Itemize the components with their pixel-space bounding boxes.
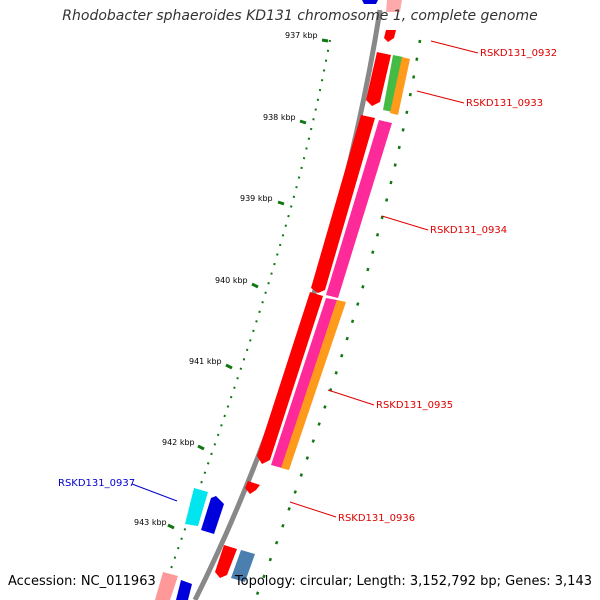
scale-label-941: 941 kbp [189,357,222,366]
leader-0937 [131,483,178,502]
gene-0935-pink[interactable] [271,298,337,468]
leader-0933 [416,90,465,104]
gene-bottom-red[interactable] [215,545,237,578]
tick-940 [251,282,259,289]
gene-top-pink[interactable] [386,0,402,12]
tick-937 [321,38,329,43]
gene-0937-blue[interactable] [201,496,224,534]
leader-0932 [430,40,479,54]
gene-bottom-pink[interactable] [155,572,178,600]
gene-label-0934[interactable]: RSKD131_0934 [430,225,507,236]
tick-938 [299,119,307,125]
gene-top-blue[interactable] [362,0,378,4]
gene-label-0937[interactable]: RSKD131_0937 [58,478,135,489]
inner-ring [253,39,422,600]
gene-label-0935[interactable]: RSKD131_0935 [376,400,453,411]
gene-bottom-steel[interactable] [231,550,255,582]
gene-0934-pink[interactable] [326,120,392,298]
accession-text: Accession: NC_011963 [8,574,156,589]
tick-943 [167,523,175,530]
gene-0935-orange[interactable] [281,300,346,470]
gene-0932[interactable] [384,30,396,42]
scale-ring [159,39,331,600]
gene-bottom-blue[interactable] [176,580,192,600]
scale-label-938: 938 kbp [263,113,296,122]
scale-label-937: 937 kbp [285,31,318,40]
gene-0933-red[interactable] [366,52,391,106]
scale-label-939: 939 kbp [240,194,273,203]
topology-text: Topology: circular; Length: 3,152,792 bp… [234,574,592,589]
tick-941 [225,363,233,370]
gene-0933-orange[interactable] [390,57,410,115]
scale-label-943: 943 kbp [134,518,167,527]
gene-label-0932[interactable]: RSKD131_0932 [480,48,557,59]
gene-0935-red[interactable] [257,292,323,464]
leader-0936 [289,501,337,518]
map-title: Rhodobacter sphaeroides KD131 chromosome… [62,8,538,24]
gene-0934-red[interactable] [311,115,375,293]
tick-942 [197,444,205,451]
leader-0935 [327,389,375,406]
tick-939 [277,200,285,206]
gene-label-0936[interactable]: RSKD131_0936 [338,513,415,524]
scale-label-942: 942 kbp [162,438,195,447]
gene-0933-green[interactable] [383,55,403,112]
gene-0936[interactable] [245,481,260,494]
gene-0937-cyan[interactable] [185,488,208,526]
genome-backbone [192,9,383,600]
gene-label-0933[interactable]: RSKD131_0933 [466,98,543,109]
scale-label-940: 940 kbp [215,276,248,285]
scale-ticks [167,38,329,530]
leader-0934 [381,215,429,231]
